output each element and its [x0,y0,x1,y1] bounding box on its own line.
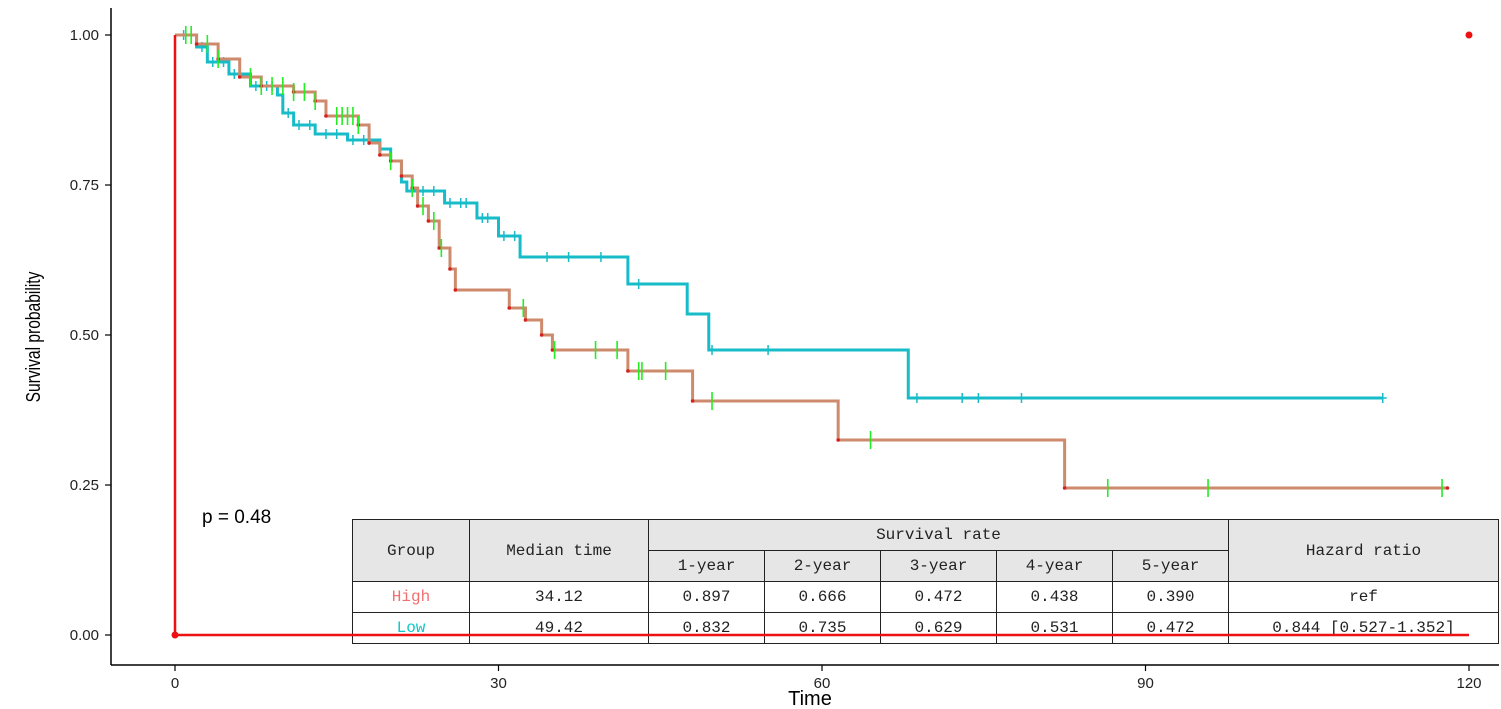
y-tick-label: 0.25 [70,477,99,494]
event-point-high [1445,486,1450,490]
overlay-point [1465,31,1473,39]
event-point-high [550,348,555,352]
axes-layer: 0.00 0.25 0.50 0.75 1.00 0 30 60 90 120 [70,8,1499,692]
x-tick-label: 0 [171,675,179,692]
event-point-high [194,42,199,46]
event-point-high [690,399,695,403]
table-cell-rate: 0.666 [764,581,881,613]
y-tick-label: 0.75 [70,177,99,194]
event-point-high [426,219,431,223]
p-value-annotation: p = 0.48 [202,507,271,528]
event-point-high [523,318,528,322]
x-tick-label: 60 [814,675,831,692]
table-header-year: 3-year [880,550,997,582]
event-point-high [415,204,420,208]
table-cell-hazard: 0.844 [0.527-1.352] [1228,612,1499,644]
y-tick-label: 0.00 [70,627,99,644]
event-point-high [399,174,404,178]
event-point-high [437,246,441,250]
table-cell-median: 34.12 [469,581,649,613]
event-point-high [507,306,512,310]
table-cell-rate: 0.472 [880,581,997,613]
x-axis-title: Time [788,688,832,709]
event-point-high [539,333,544,337]
series-low-line [175,33,1383,400]
table-cell-rate: 0.390 [1112,581,1229,613]
survival-summary-table: Group Median time Survival rate Hazard r… [352,519,1499,644]
overlay-point [171,631,179,639]
table-header-year: 4-year [996,550,1113,582]
table-header-group: Group [352,519,470,582]
table-cell-median: 49.42 [469,612,649,644]
series-layer [175,26,1450,497]
table-header-year: 5-year [1112,550,1229,582]
table-header-year: 1-year [648,550,765,582]
event-point-high [378,153,382,157]
table-header-year: 2-year [764,550,881,582]
table-cell-rate: 0.438 [996,581,1113,613]
x-tick-label: 120 [1456,675,1481,692]
event-point-high [324,114,328,118]
y-axis-title: Survival probability [22,272,44,403]
event-point-high [237,75,242,79]
table-cell-rate: 0.629 [880,612,997,644]
x-tick-label: 90 [1137,675,1154,692]
table-row: Low 49.42 0.832 0.735 0.629 0.531 0.472 … [352,612,1499,644]
event-point-high [453,288,458,292]
x-tick-label: 30 [490,675,507,692]
table-cell-group-high: High [352,581,470,613]
series-high-line [175,33,1448,490]
table-row: High 34.12 0.897 0.666 0.472 0.438 0.390… [352,581,1499,613]
y-tick-label: 0.50 [70,327,99,344]
event-point-high [836,438,840,442]
event-point-high [1062,486,1067,490]
table-cell-rate: 0.531 [996,612,1113,644]
table-header-survival-rate: Survival rate [648,519,1229,551]
event-point-high [448,267,452,271]
table-cell-rate: 0.735 [764,612,881,644]
table-cell-group-low: Low [352,612,470,644]
event-point-high [626,369,630,373]
table-cell-rate: 0.832 [648,612,765,644]
event-point-high [367,141,371,145]
y-tick-label: 1.00 [70,27,99,44]
table-header-median: Median time [469,519,649,582]
table-cell-rate: 0.897 [648,581,765,613]
table-header-hazard: Hazard ratio [1228,519,1499,582]
table-cell-rate: 0.472 [1112,612,1229,644]
table-cell-hazard: ref [1228,581,1499,613]
